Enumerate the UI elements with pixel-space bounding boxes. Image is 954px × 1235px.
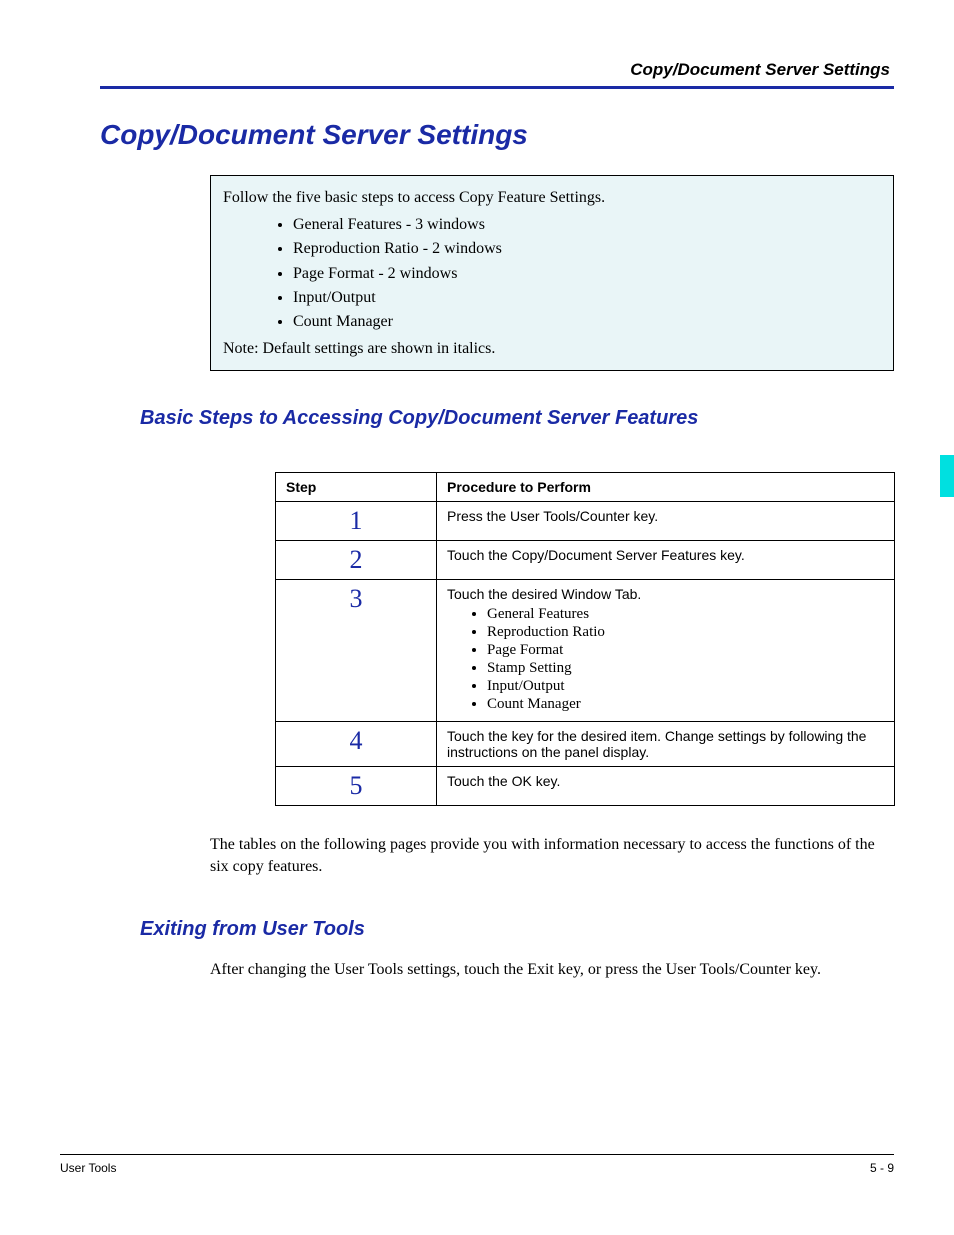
list-item: Reproduction Ratio	[487, 624, 884, 641]
col-header-step: Step	[276, 473, 437, 502]
table-row: 3 Touch the desired Window Tab. General …	[276, 580, 895, 722]
section-title-basic-steps: Basic Steps to Accessing Copy/Document S…	[140, 407, 894, 430]
list-item: Stamp Setting	[487, 660, 884, 677]
table-row: 1 Press the User Tools/Counter key.	[276, 502, 895, 541]
list-item: Count Manager	[487, 696, 884, 713]
intro-feature-list: General Features - 3 windows Reproductio…	[293, 213, 881, 333]
table-header-row: Step Procedure to Perform	[276, 473, 895, 502]
procedure-sublist: General Features Reproduction Ratio Page…	[487, 606, 884, 713]
intro-note: Note: Default settings are shown in ital…	[223, 337, 881, 360]
step-number: 4	[286, 728, 426, 754]
list-item: Count Manager	[293, 310, 881, 333]
step-cell: 4	[276, 722, 437, 767]
col-header-procedure: Procedure to Perform	[437, 473, 895, 502]
procedure-cell: Touch the key for the desired item. Chan…	[437, 722, 895, 767]
table-row: 2 Touch the Copy/Document Server Feature…	[276, 541, 895, 580]
intro-callout: Follow the five basic steps to access Co…	[210, 175, 894, 371]
page-title: Copy/Document Server Settings	[100, 119, 894, 151]
section2-body: After changing the User Tools settings, …	[210, 959, 910, 981]
step-number: 5	[286, 773, 426, 799]
list-item: General Features - 3 windows	[293, 213, 881, 236]
page-footer: User Tools 5 - 9	[60, 1154, 894, 1175]
steps-table: Step Procedure to Perform 1 Press the Us…	[275, 472, 895, 806]
section-title-exiting: Exiting from User Tools	[140, 918, 894, 941]
procedure-lead: Touch the desired Window Tab.	[447, 586, 641, 602]
list-item: Page Format - 2 windows	[293, 262, 881, 285]
step-number: 2	[286, 547, 426, 573]
section1-following-para: The tables on the following pages provid…	[210, 834, 890, 877]
list-item: Page Format	[487, 642, 884, 659]
list-item: Input/Output	[293, 286, 881, 309]
footer-left: User Tools	[60, 1161, 116, 1175]
list-item: Reproduction Ratio - 2 windows	[293, 237, 881, 260]
procedure-cell: Touch the desired Window Tab. General Fe…	[437, 580, 895, 722]
list-item: General Features	[487, 606, 884, 623]
procedure-cell: Touch the OK key.	[437, 767, 895, 806]
page: Copy/Document Server Settings Copy/Docum…	[0, 0, 954, 1235]
list-item: Input/Output	[487, 678, 884, 695]
table-row: 5 Touch the OK key.	[276, 767, 895, 806]
step-cell: 1	[276, 502, 437, 541]
footer-right: 5 - 9	[870, 1161, 894, 1175]
step-number: 1	[286, 508, 426, 534]
step-number: 3	[286, 586, 426, 612]
procedure-cell: Press the User Tools/Counter key.	[437, 502, 895, 541]
step-cell: 2	[276, 541, 437, 580]
procedure-cell: Touch the Copy/Document Server Features …	[437, 541, 895, 580]
intro-lead: Follow the five basic steps to access Co…	[223, 186, 881, 209]
tab-marker	[940, 455, 954, 497]
running-header: Copy/Document Server Settings	[100, 60, 894, 89]
step-cell: 5	[276, 767, 437, 806]
table-row: 4 Touch the key for the desired item. Ch…	[276, 722, 895, 767]
step-cell: 3	[276, 580, 437, 722]
